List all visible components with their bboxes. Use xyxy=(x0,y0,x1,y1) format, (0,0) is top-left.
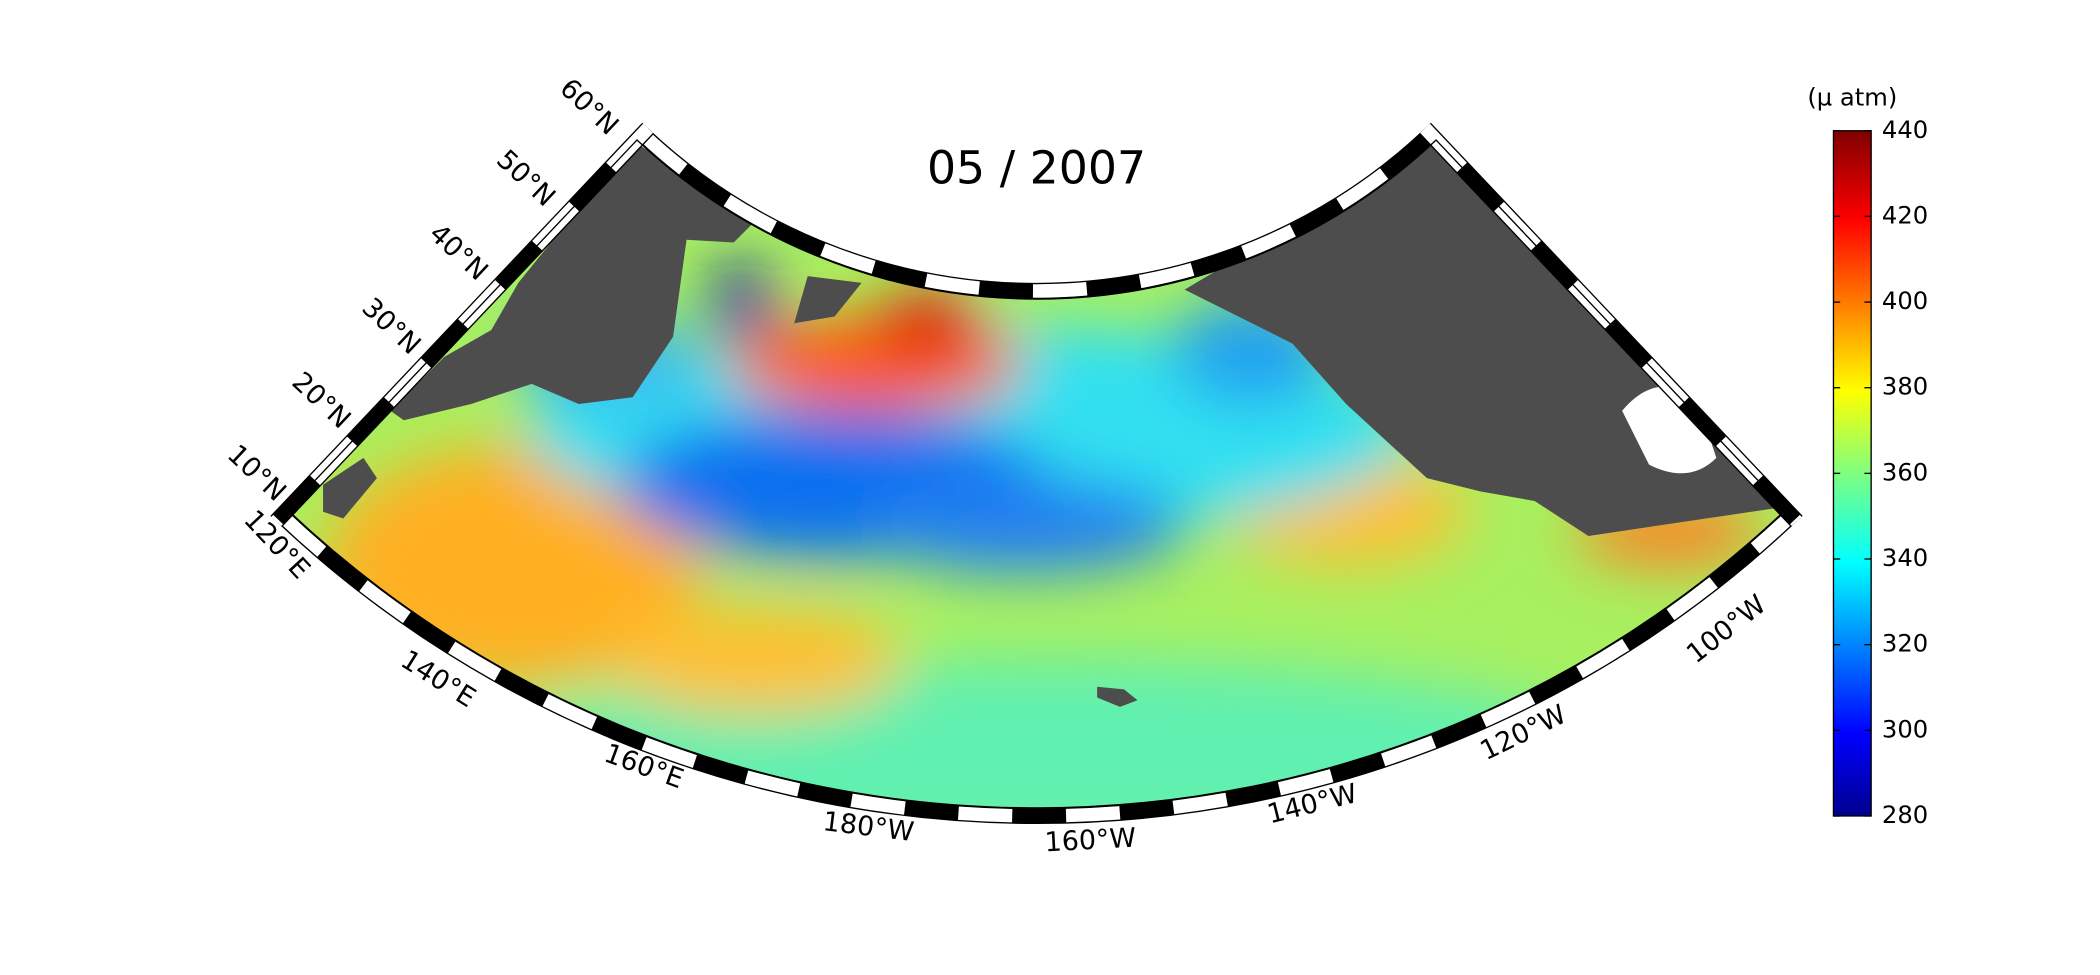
ocean-field xyxy=(287,140,1786,808)
lat-label: 60°N xyxy=(554,73,625,142)
colorbar-tick-label: 340 xyxy=(1882,544,1928,572)
colorbar-tick-label: 360 xyxy=(1882,458,1928,486)
lat-label: 20°N xyxy=(286,366,357,435)
colorbar-tick-label: 440 xyxy=(1882,116,1928,144)
lon-label: 160°W xyxy=(1044,823,1137,859)
map-title: 05 / 2007 xyxy=(927,142,1146,195)
colorbar-tick-label: 420 xyxy=(1882,201,1928,229)
land-kamchatka xyxy=(794,276,862,324)
land-asia xyxy=(390,141,761,421)
frame-dash xyxy=(637,129,1436,298)
colorbar-tick-label: 300 xyxy=(1882,715,1928,743)
colorbar-label: (µ atm) xyxy=(1807,83,1897,111)
map-frame xyxy=(270,122,1803,824)
colorbar-tick-label: 320 xyxy=(1882,630,1928,658)
colorbar-tick-label: 280 xyxy=(1882,801,1928,829)
colorbar-tick-label: 380 xyxy=(1882,373,1928,401)
colorbar-tick-label: 400 xyxy=(1882,287,1928,315)
frame-dash xyxy=(277,510,1796,823)
land-philippines xyxy=(323,457,377,519)
lat-label: 50°N xyxy=(490,144,561,213)
lat-label: 30°N xyxy=(356,292,427,361)
fan-outline xyxy=(286,139,1787,809)
lat-label: 10°N xyxy=(221,439,292,508)
lat-label: 40°N xyxy=(423,218,494,287)
land-hawaii xyxy=(1097,686,1138,707)
